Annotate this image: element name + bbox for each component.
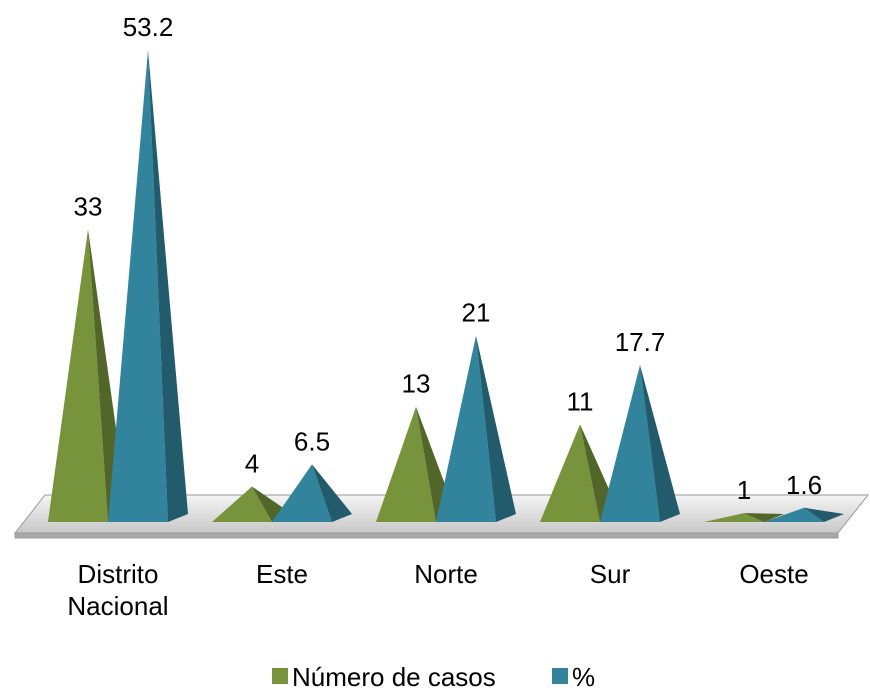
pyramid — [764, 507, 844, 522]
pyramid-side — [804, 507, 844, 522]
legend-label: % — [572, 662, 595, 692]
pyramid-front — [272, 464, 332, 522]
pyramid — [272, 464, 352, 522]
value-label: 13 — [402, 369, 431, 399]
pyramid-front — [212, 486, 272, 522]
value-label: 21 — [462, 298, 491, 328]
pyramid — [436, 335, 516, 522]
floor-edge — [14, 532, 839, 539]
pyramid-front — [704, 513, 764, 522]
value-label: 11 — [567, 386, 594, 416]
pyramid-front — [600, 365, 660, 522]
pyramid-front — [108, 50, 168, 523]
pyramid-side — [744, 513, 784, 522]
value-label: 4 — [245, 449, 259, 479]
pyramid-front — [436, 335, 496, 522]
value-label: 1 — [737, 475, 751, 505]
pyramid-front — [376, 406, 436, 522]
category-label: Este — [255, 559, 309, 589]
pyramid-side — [640, 365, 680, 522]
pyramid-front — [540, 424, 600, 522]
pyramid-side — [476, 335, 516, 522]
category-label: Distrito Nacional — [67, 559, 169, 621]
pyramid-shade — [744, 513, 784, 522]
category-label: Oeste — [739, 559, 809, 589]
pyramid-shade — [476, 335, 516, 522]
category-label: Norte — [414, 559, 478, 589]
pyramid — [108, 50, 188, 523]
category-label: Sur — [589, 559, 631, 589]
value-label: 33 — [74, 191, 103, 221]
value-label: 17.7 — [615, 327, 666, 357]
pyramid-shade — [148, 50, 188, 523]
pyramid-shade — [804, 507, 844, 522]
value-label: 1.6 — [786, 470, 822, 500]
pyramid-front — [764, 507, 824, 522]
legend-label: Número de casos — [292, 662, 496, 692]
pyramid-side — [312, 464, 352, 522]
pyramid — [600, 365, 680, 522]
pyramid-side — [148, 50, 188, 523]
legend-swatch — [552, 668, 568, 684]
value-label: 53.2 — [123, 12, 174, 42]
legend-swatch — [272, 668, 288, 684]
value-label: 6.5 — [294, 426, 330, 456]
pyramid — [704, 513, 784, 522]
pyramid-shade — [312, 464, 352, 522]
pyramid-shade — [640, 365, 680, 522]
